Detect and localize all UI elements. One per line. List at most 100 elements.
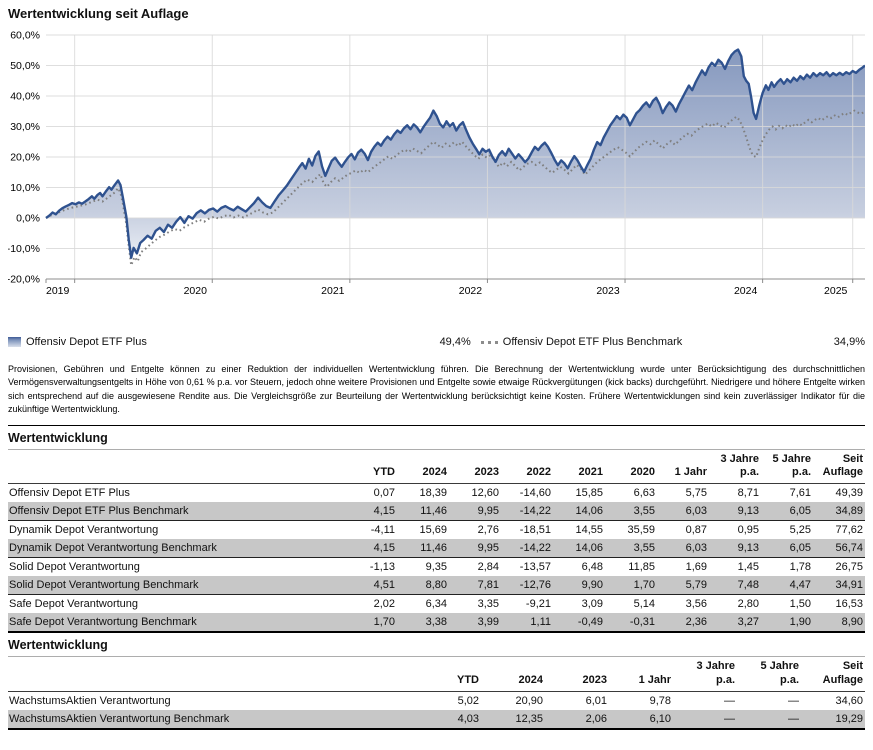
row-value: 5,79 — [685, 579, 707, 592]
row-value: 15,69 — [397, 520, 449, 540]
y-axis-label: 60,0% — [10, 30, 40, 42]
section-underline — [8, 448, 865, 450]
row-value: 2,02 — [345, 594, 397, 614]
row-value: 20,90 — [515, 694, 543, 707]
column-header: Seit Auflage — [822, 660, 863, 686]
row-value: 1,45 — [709, 557, 761, 577]
y-axis-label: 40,0% — [10, 91, 40, 103]
row-value: -1,13 — [345, 557, 397, 577]
section-divider — [8, 424, 865, 426]
chart-legend: Offensiv Depot ETF Plus 49,4% Offensiv D… — [8, 336, 865, 348]
y-axis-label: 20,0% — [10, 152, 40, 164]
row-value: 1,78 — [761, 557, 813, 577]
column-header: 1 Jahr — [638, 673, 671, 686]
x-axis-label: 2020 — [184, 285, 208, 297]
row-value: 0,07 — [373, 487, 395, 500]
row-value: 6,34 — [397, 594, 449, 614]
row-value: 1,70 — [373, 616, 395, 629]
row-label: Dynamik Depot Verantwortung Benchmark — [9, 542, 217, 555]
row-value: 12,60 — [471, 487, 499, 500]
row-value: 6,01 — [585, 694, 607, 707]
dotted-series-swatch-icon — [480, 340, 498, 344]
row-value: 3,56 — [657, 594, 709, 614]
row-label: Offensiv Depot ETF Plus Benchmark — [9, 505, 189, 518]
row-value: -9,21 — [501, 594, 553, 614]
column-header: 3 Jahre p.a. — [696, 660, 735, 686]
row-value: 1,69 — [657, 557, 709, 577]
table-row-benchmark: WachstumsAktien Verantwortung Benchmark 4… — [8, 709, 865, 729]
table-row-fund: Solid Depot Verantwortung -1,13 9,35 2,84 -1… — [8, 557, 865, 577]
performance-table-depots: YTD 2024 2023 2022 2021 2020 1 Jahr 3 Jahre p.a… — [8, 450, 865, 634]
row-value: 4,51 — [373, 579, 395, 592]
row-value: 3,38 — [425, 616, 447, 629]
table-row-benchmark: Dynamik Depot Verantwortung Benchmark 4,1… — [8, 539, 865, 558]
row-value: 2,76 — [449, 520, 501, 540]
row-value: -18,51 — [501, 520, 553, 540]
row-value: 9,78 — [649, 694, 671, 707]
legend-benchmark-value: 34,9% — [833, 336, 865, 348]
row-value: 1,50 — [761, 594, 813, 614]
row-value: 9,95 — [477, 542, 499, 555]
row-value: 9,95 — [477, 505, 499, 518]
table-header-row: YTD 2024 2023 1 Jahr 3 Jahre p.a. 5 Jahre p.a… — [8, 657, 865, 692]
row-value: 34,91 — [835, 579, 863, 592]
row-value: 8,90 — [841, 616, 863, 629]
row-value: 2,36 — [685, 616, 707, 629]
legend-benchmark-label: Offensiv Depot ETF Plus Benchmark — [502, 336, 683, 348]
y-axis-label: 0,0% — [16, 213, 40, 225]
column-header: YTD — [373, 466, 395, 479]
row-label: Safe Depot Verantwortung Benchmark — [9, 616, 197, 629]
row-label: Solid Depot Verantwortung Benchmark — [9, 579, 199, 592]
row-value: 1,90 — [789, 616, 811, 629]
row-value: — — [788, 712, 799, 725]
row-value: -14,22 — [519, 505, 551, 518]
column-header: 2022 — [526, 466, 551, 479]
area-series-swatch-icon — [8, 337, 21, 347]
page-title: Wertentwicklung seit Auflage — [8, 6, 189, 21]
row-value: 6,63 — [633, 487, 655, 500]
row-value: 6,03 — [685, 542, 707, 555]
row-value: 5,25 — [761, 520, 813, 540]
table-row-benchmark: Safe Depot Verantwortung Benchmark 1,70 3,… — [8, 613, 865, 633]
row-value: 6,03 — [685, 505, 707, 518]
row-value: 1,70 — [633, 579, 655, 592]
column-header-name — [8, 450, 345, 484]
row-value: -13,57 — [501, 557, 553, 577]
table-header-row: YTD 2024 2023 2022 2021 2020 1 Jahr 3 Jahre p.a… — [8, 450, 865, 484]
row-value: 7,61 — [789, 487, 811, 500]
row-value: 9,13 — [737, 505, 759, 518]
row-value: 19,29 — [835, 712, 863, 725]
row-value: 9,90 — [581, 579, 603, 592]
row-value: 5,14 — [605, 594, 657, 614]
row-value: -0,49 — [577, 616, 603, 629]
column-header: 2023 — [474, 466, 499, 479]
row-value: 8,80 — [425, 579, 447, 592]
column-header: 2023 — [582, 673, 607, 686]
table-row-benchmark: Offensiv Depot ETF Plus Benchmark 4,15 11,… — [8, 502, 865, 521]
table-row-fund: WachstumsAktien Verantwortung 5,02 20,90 6,… — [8, 691, 865, 710]
benchmark-line-series — [45, 109, 865, 266]
row-value: 5,02 — [457, 694, 479, 707]
section-title-performance-table-2: Wertentwicklung — [8, 638, 108, 653]
column-header: 3 Jahre p.a. — [720, 452, 759, 479]
column-header: YTD — [457, 673, 479, 686]
row-value: 3,09 — [553, 594, 605, 614]
row-value: 6,05 — [789, 505, 811, 518]
row-value: 9,35 — [397, 557, 449, 577]
area-fill — [46, 49, 865, 258]
row-value: 0,87 — [657, 520, 709, 540]
y-axis-label: 50,0% — [10, 60, 40, 72]
column-header: 1 Jahr — [674, 466, 707, 479]
x-axis-label: 2025 — [824, 285, 848, 297]
row-value: — — [788, 694, 799, 707]
performance-line-chart: 60,0% 50,0% 40,0% 30,0% 20,0% 10,0% 0,0% -10,0%… — [8, 30, 865, 297]
row-value: 4,47 — [789, 579, 811, 592]
row-value: 3,55 — [633, 505, 655, 518]
y-axis-label: -10,0% — [8, 243, 40, 255]
row-value: 5,75 — [685, 487, 707, 500]
row-label: Offensiv Depot ETF Plus — [9, 487, 130, 500]
row-value: 2,80 — [709, 594, 761, 614]
row-value: 0,95 — [709, 520, 761, 540]
row-value: -0,31 — [629, 616, 655, 629]
row-value: 9,13 — [737, 542, 759, 555]
